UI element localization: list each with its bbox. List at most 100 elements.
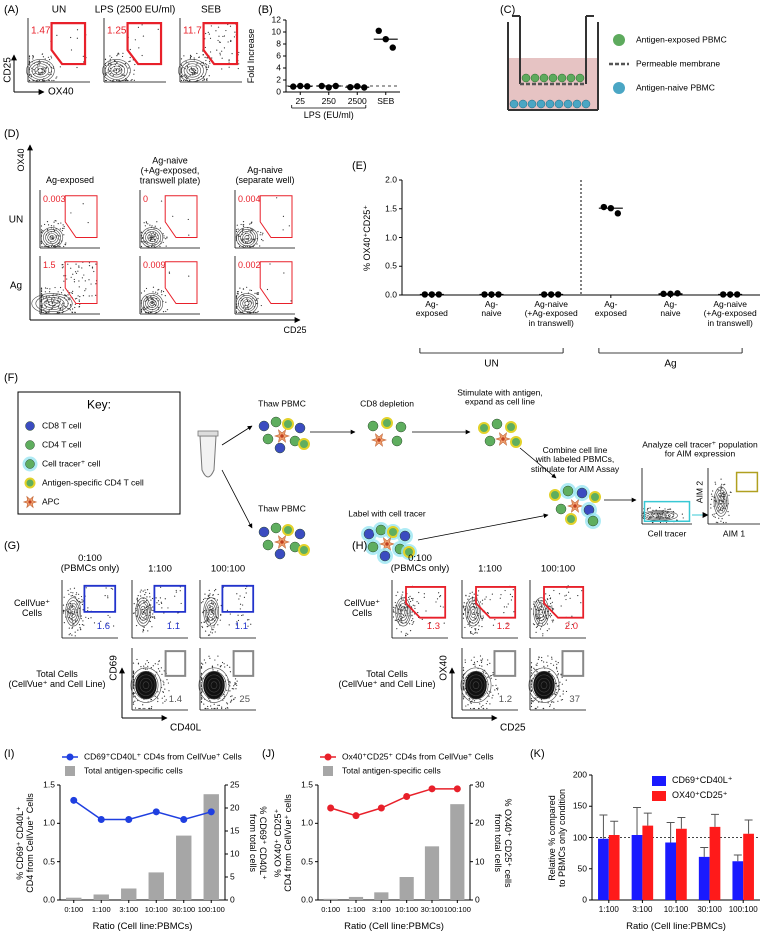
event-dot bbox=[63, 622, 65, 624]
y2-tick-label: 20 bbox=[230, 802, 240, 813]
event-dot bbox=[138, 605, 140, 607]
event-dot bbox=[256, 243, 258, 245]
event-dot bbox=[504, 589, 506, 592]
event-dot bbox=[149, 234, 151, 236]
event-dot bbox=[721, 505, 723, 507]
event-dot bbox=[208, 75, 210, 77]
event-dot bbox=[43, 223, 46, 226]
bar bbox=[93, 894, 109, 900]
event-dot bbox=[67, 263, 69, 265]
event-dot bbox=[209, 631, 212, 633]
event-dot bbox=[157, 289, 159, 291]
event-dot bbox=[206, 57, 208, 59]
event-dot bbox=[211, 618, 213, 620]
event-dot bbox=[205, 32, 207, 35]
event-dot bbox=[187, 66, 189, 68]
event-dot bbox=[144, 589, 146, 591]
event-dot bbox=[82, 295, 85, 297]
event-dot bbox=[259, 245, 261, 247]
data-point bbox=[152, 808, 160, 816]
contour bbox=[395, 597, 412, 627]
event-dot bbox=[223, 47, 226, 49]
event-dot bbox=[217, 39, 219, 42]
event-dot bbox=[62, 302, 64, 304]
event-dot bbox=[133, 603, 135, 605]
event-dot bbox=[187, 77, 189, 79]
event-dot bbox=[401, 594, 403, 596]
contour bbox=[717, 495, 725, 508]
event-dot bbox=[249, 311, 251, 314]
event-dot bbox=[204, 630, 207, 632]
event-dot bbox=[568, 621, 570, 623]
gate bbox=[64, 261, 98, 305]
event-dot bbox=[668, 508, 670, 510]
event-dot bbox=[152, 291, 154, 293]
legend-label: Antigen-exposed PBMC bbox=[636, 34, 727, 45]
event-dot bbox=[532, 701, 534, 703]
event-dot bbox=[73, 587, 76, 589]
event-dot bbox=[208, 65, 210, 67]
event-dot bbox=[51, 236, 53, 239]
event-dot bbox=[41, 79, 43, 81]
event-dot bbox=[255, 311, 257, 314]
event-dot bbox=[485, 596, 487, 598]
contour bbox=[401, 608, 406, 616]
gate-value: 1.1 bbox=[234, 620, 248, 632]
event-dot bbox=[203, 659, 205, 661]
event-dot bbox=[530, 697, 533, 700]
axis-label: CD40L bbox=[170, 722, 202, 734]
event-dot bbox=[40, 287, 43, 289]
event-dot bbox=[469, 632, 472, 634]
event-dot bbox=[721, 500, 723, 502]
event-dot bbox=[548, 614, 551, 616]
contour bbox=[396, 600, 410, 624]
cell bbox=[274, 548, 286, 560]
event-dot bbox=[229, 682, 231, 684]
event-dot bbox=[41, 53, 44, 55]
event-dot bbox=[221, 50, 223, 52]
gate-value: 1.25 bbox=[107, 25, 127, 37]
event-dot bbox=[646, 515, 648, 517]
data-point bbox=[207, 808, 215, 816]
event-dot bbox=[710, 507, 712, 509]
event-dot bbox=[481, 599, 484, 601]
event-dot bbox=[104, 79, 107, 82]
event-dot bbox=[93, 622, 96, 624]
event-dot bbox=[55, 77, 57, 79]
event-dot bbox=[409, 630, 412, 632]
event-dot bbox=[146, 588, 149, 591]
event-dot bbox=[276, 197, 278, 199]
event-dot bbox=[216, 49, 218, 51]
event-dot bbox=[209, 607, 211, 609]
event-dot bbox=[230, 695, 232, 698]
event-dot bbox=[70, 618, 73, 620]
event-dot bbox=[78, 624, 81, 626]
x-tick-label: 100:100 bbox=[443, 905, 471, 914]
event-dot bbox=[580, 602, 582, 604]
cell bbox=[589, 491, 601, 503]
contour bbox=[207, 677, 221, 693]
event-dot bbox=[537, 616, 540, 618]
event-dot bbox=[236, 621, 238, 623]
event-dot bbox=[40, 310, 43, 312]
event-dot bbox=[143, 222, 145, 224]
event-dot bbox=[479, 655, 482, 657]
column-title: 0:100 (PBMCs only) bbox=[60, 553, 120, 575]
event-dot bbox=[90, 283, 92, 285]
x-tick-label: 10:100 bbox=[663, 905, 689, 914]
event-dot bbox=[436, 598, 439, 600]
event-dot bbox=[206, 78, 208, 80]
event-dot bbox=[81, 623, 84, 626]
bar bbox=[743, 833, 754, 900]
event-dot bbox=[154, 243, 156, 245]
event-dot bbox=[485, 672, 487, 675]
event-dot bbox=[439, 595, 442, 597]
event-dot bbox=[496, 689, 499, 691]
event-dot bbox=[74, 303, 76, 305]
event-dot bbox=[95, 294, 97, 296]
event-dot bbox=[247, 625, 249, 627]
event-dot bbox=[400, 631, 402, 633]
event-dot bbox=[112, 79, 114, 82]
event-dot bbox=[141, 237, 144, 239]
data-point bbox=[600, 203, 608, 211]
